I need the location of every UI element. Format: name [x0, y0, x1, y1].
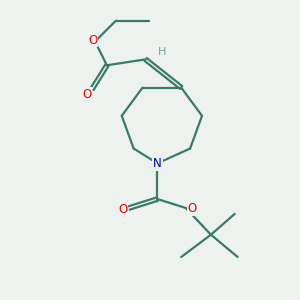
- Text: N: N: [153, 157, 162, 170]
- Text: O: O: [88, 34, 97, 46]
- Text: O: O: [82, 88, 91, 101]
- Text: H: H: [158, 47, 166, 57]
- Text: O: O: [118, 203, 127, 216]
- Text: O: O: [188, 202, 197, 215]
